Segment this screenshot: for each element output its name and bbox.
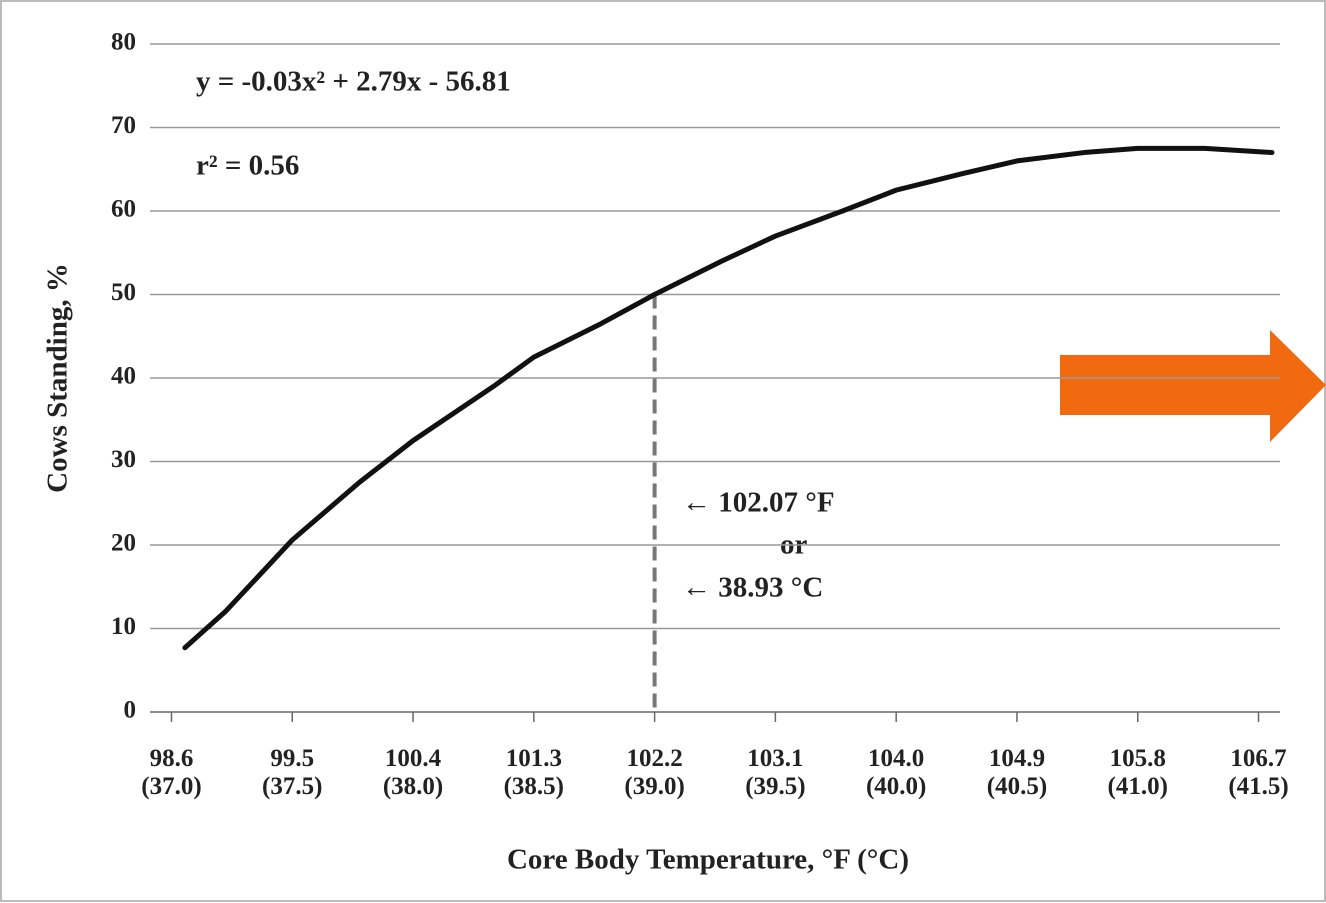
equation: y = -0.03x² + 2.79x - 56.81	[196, 66, 511, 98]
x-tick-label: 106.7 (41.5)	[1228, 745, 1288, 800]
y-tick-label: 20	[111, 530, 136, 557]
x-tick-label: 103.1 (39.5)	[745, 745, 805, 800]
data-line	[182, 145, 1275, 651]
x-tick-label: 98.6 (37.0)	[141, 745, 201, 800]
y-tick-label: 10	[111, 613, 136, 640]
y-tick-label: 30	[111, 446, 136, 473]
x-tick-label: 99.5 (37.5)	[262, 745, 322, 800]
r-squared: r² = 0.56	[196, 150, 299, 182]
x-tick-label: 101.3 (38.5)	[504, 745, 564, 800]
x-tick-label: 105.8 (41.0)	[1108, 745, 1168, 800]
x-tick-label: 100.4 (38.0)	[383, 745, 443, 800]
x-tick-label: 102.2 (39.0)	[624, 745, 684, 800]
y-tick-label: 40	[111, 363, 136, 390]
y-tick-label: 50	[111, 279, 136, 306]
annotation: ← 38.93 °C	[682, 572, 823, 604]
annotation: ← 102.07 °F	[682, 487, 835, 519]
x-axis-label: Core Body Temperature, °F (°C)	[507, 844, 909, 876]
x-tick-label: 104.0 (40.0)	[866, 745, 926, 800]
y-tick-label: 0	[124, 697, 137, 724]
y-axis-label: Cows Standing, %	[42, 263, 74, 493]
orange-arrow	[1060, 330, 1326, 442]
x-tick-label: 104.9 (40.5)	[987, 745, 1047, 800]
y-tick-label: 80	[111, 29, 136, 56]
y-tick-label: 60	[111, 196, 136, 223]
y-tick-label: 70	[111, 112, 136, 139]
